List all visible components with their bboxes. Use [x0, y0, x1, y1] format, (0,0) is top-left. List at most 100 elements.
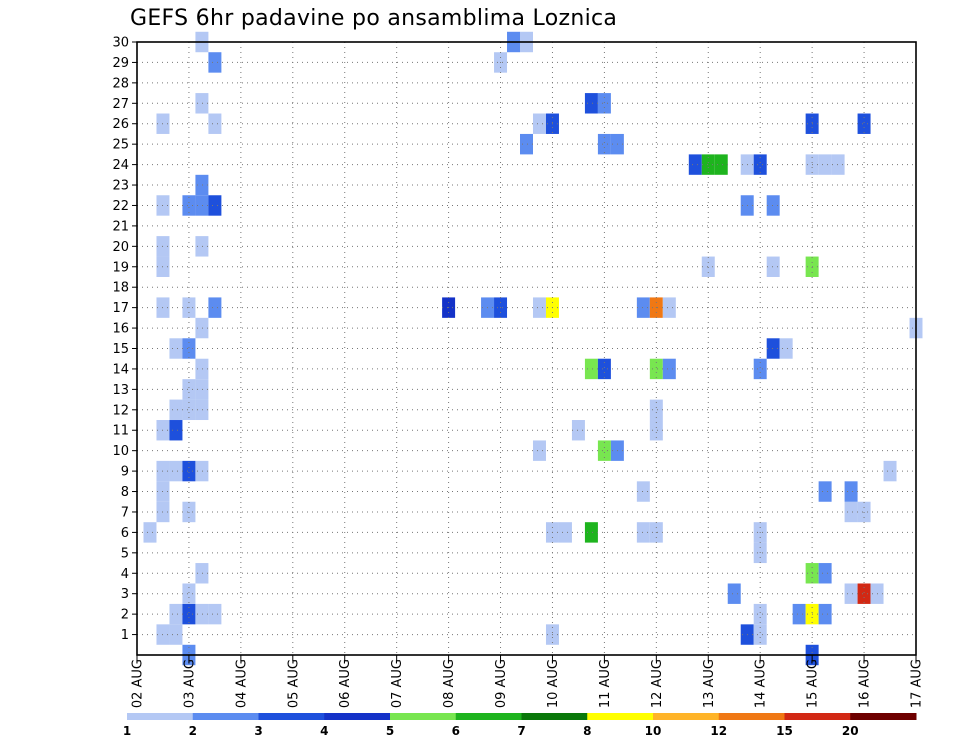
precip-cell: [636, 522, 650, 543]
precip-cell: [753, 154, 767, 175]
precip-cell: [649, 399, 663, 421]
precip-cell: [753, 624, 767, 645]
x-tick-label: 15 AUG: [806, 659, 821, 708]
precip-cell: [844, 501, 858, 523]
x-tick-label: 12 AUG: [650, 659, 665, 708]
precip-cell: [195, 195, 209, 216]
y-tick-label: 29: [112, 56, 129, 71]
precip-cell: [208, 195, 222, 216]
colorbar-label: 1: [123, 724, 131, 738]
x-tick-label: 03 AUG: [182, 659, 197, 708]
y-tick-label: 12: [112, 403, 129, 418]
y-axis: 1234567891011121314151617181920212223242…: [112, 36, 137, 643]
y-tick-label: 23: [112, 179, 129, 194]
colorbar-label: 6: [452, 724, 460, 738]
precip-cell: [857, 501, 871, 523]
colorbar-swatch: [390, 713, 457, 720]
x-tick-label: 13 AUG: [702, 659, 717, 708]
precip-cell: [169, 399, 183, 421]
y-tick-label: 10: [112, 444, 129, 459]
precip-cell: [182, 379, 196, 400]
precip-cell: [662, 358, 676, 380]
colorbar-swatch: [718, 713, 785, 720]
y-tick-label: 21: [112, 219, 129, 234]
precip-cell: [195, 399, 209, 421]
precip-cell: [597, 93, 611, 114]
y-tick-label: 27: [112, 97, 129, 112]
precip-cell: [532, 440, 546, 461]
y-tick-label: 9: [121, 465, 129, 480]
precip-cell: [792, 603, 806, 625]
colorbar-swatch: [455, 713, 522, 720]
precip-cell: [727, 583, 741, 604]
y-tick-label: 16: [112, 322, 129, 337]
precip-cell: [649, 420, 663, 441]
y-tick-label: 30: [112, 36, 129, 51]
y-tick-label: 2: [121, 608, 129, 623]
y-tick-label: 13: [112, 383, 129, 398]
precip-cell: [532, 297, 546, 318]
precip-cell: [584, 358, 598, 380]
precip-cell: [195, 317, 209, 339]
precip-cell: [688, 154, 702, 175]
precip-cell: [857, 113, 871, 134]
x-tick-label: 14 AUG: [754, 659, 769, 708]
y-tick-label: 15: [112, 342, 129, 357]
colorbar-label: 5: [386, 724, 394, 738]
colorbar-label: 15: [776, 724, 793, 738]
precip-cell: [195, 379, 209, 400]
precip-cell: [701, 154, 715, 175]
precip-cell: [831, 154, 845, 175]
chart-title: GEFS 6hr padavine po ansamblima Loznica: [130, 6, 618, 31]
x-tick-label: 11 AUG: [598, 659, 613, 708]
precip-cell: [844, 583, 858, 604]
precip-cell: [844, 481, 858, 502]
colorbar-swatch: [192, 713, 259, 720]
precip-cell: [558, 522, 572, 543]
x-tick-label: 07 AUG: [390, 659, 405, 708]
colorbar-label: 10: [645, 724, 662, 738]
precip-cell: [208, 113, 222, 134]
colorbar-label: 20: [842, 724, 859, 738]
y-tick-label: 25: [112, 138, 129, 153]
precip-cell: [818, 154, 832, 175]
x-tick-label: 06 AUG: [338, 659, 353, 708]
precip-cell: [208, 603, 222, 625]
precip-cell: [182, 195, 196, 216]
y-tick-label: 22: [112, 199, 129, 214]
x-tick-label: 16 AUG: [858, 659, 873, 708]
precip-cell: [182, 603, 196, 625]
precip-cell: [597, 358, 611, 380]
precip-cell: [532, 113, 546, 134]
precip-cell: [818, 563, 832, 584]
y-tick-label: 18: [112, 281, 129, 296]
y-tick-label: 24: [112, 158, 129, 173]
y-tick-label: 17: [112, 301, 129, 316]
precip-cell: [636, 481, 650, 502]
precip-cell: [182, 583, 196, 604]
precip-cell: [701, 256, 715, 277]
precip-cell: [753, 603, 767, 625]
precip-cell: [636, 297, 650, 318]
colorbar-swatch: [258, 713, 325, 720]
y-tick-label: 14: [112, 362, 129, 377]
precip-cell: [195, 563, 209, 584]
x-tick-label: 17 AUG: [910, 659, 925, 708]
precip-cell: [766, 338, 780, 359]
precip-cell: [195, 358, 209, 380]
precip-cell: [182, 501, 196, 523]
precip-cell: [766, 256, 780, 277]
y-tick-label: 5: [121, 546, 129, 561]
precip-cell: [208, 297, 222, 318]
y-tick-label: 8: [121, 485, 129, 500]
precip-cell: [520, 133, 533, 155]
y-tick-label: 3: [121, 587, 129, 602]
precip-cell: [779, 338, 793, 359]
colorbar-label: 4: [320, 724, 328, 738]
x-axis: 02 AUG 03 AUG 04 AUG 05 AUG 06 AUG 07 AUG 08 A…: [131, 655, 925, 708]
y-tick-label: 20: [112, 240, 129, 255]
precip-cell: [662, 297, 676, 318]
precip-cell: [182, 338, 196, 359]
colorbar-swatch: [784, 713, 851, 720]
colorbar-swatch: [127, 713, 194, 720]
